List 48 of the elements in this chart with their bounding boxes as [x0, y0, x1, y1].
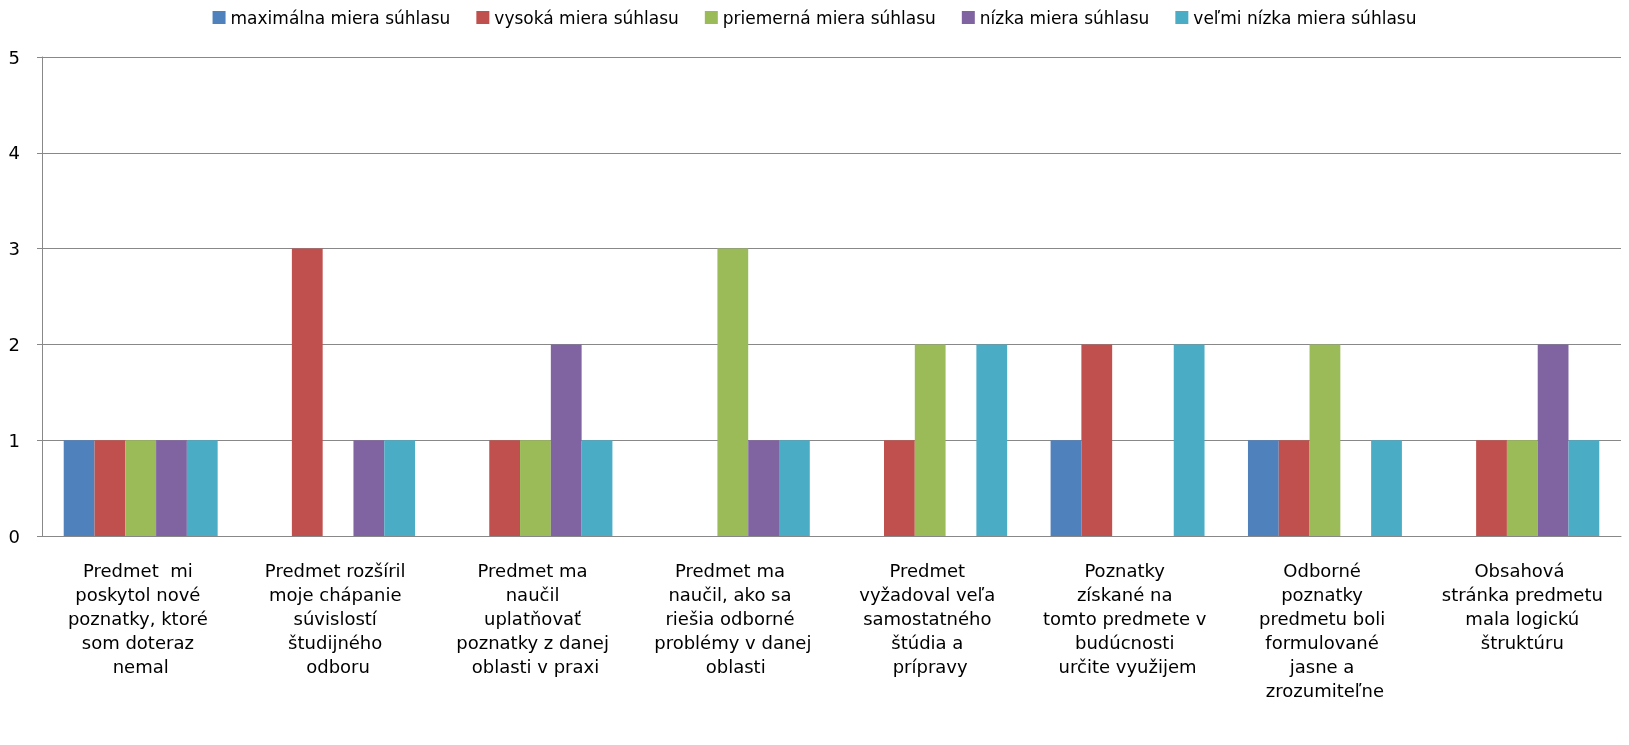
bar	[1309, 344, 1341, 536]
y-tick-label: 2	[8, 333, 20, 355]
legend-label: veľmi nízka miera súhlasu	[1193, 7, 1417, 28]
bar	[384, 440, 416, 536]
bar	[520, 440, 551, 536]
bar	[63, 440, 95, 536]
x-tick-label: Predmet mi poskytol nové poznatky, ktoré som doteraz nemal	[67, 559, 214, 677]
legend-label: maximálna miera súhlasu	[230, 7, 451, 28]
x-tick-label: Predmet ma naučil uplatňovať poznatky z danej oblasti v praxi	[456, 559, 615, 677]
bar	[353, 440, 385, 536]
bar	[976, 344, 1008, 536]
x-tick-label: Predmet vyžadoval veľa samostatného štúdia a prípravy	[859, 559, 1002, 677]
bar	[94, 440, 126, 536]
x-tick-label: Poznatky získané na tomto predmete v budúcnosti určite využijem	[1042, 559, 1213, 677]
bar	[156, 440, 187, 536]
y-tick-label: 3	[8, 238, 20, 260]
bar	[1476, 440, 1507, 536]
x-tick-label: Obsahová stránka predmetu mala logickú štruktúru	[1441, 559, 1603, 653]
y-tick-label: 4	[8, 142, 20, 164]
bar	[748, 440, 779, 536]
bar	[291, 248, 323, 536]
bar	[1278, 440, 1310, 536]
bar	[489, 440, 521, 536]
bar	[125, 440, 157, 536]
legend-label: nízka miera súhlasu	[979, 7, 1150, 28]
x-tick-label: Predmet rozšíril moje chápanie súvislostí študijného odboru	[264, 559, 412, 677]
y-tick-label: 1	[8, 429, 20, 451]
bar	[779, 440, 810, 536]
bar	[1506, 440, 1538, 536]
bar	[1247, 440, 1279, 536]
y-tick-label: 0	[8, 525, 20, 547]
bar	[914, 344, 946, 536]
bar	[717, 248, 749, 536]
x-tick-label: Odborné poznatky predmetu boli formulované jasne a zrozumiteľne	[1258, 559, 1391, 701]
x-tick-label: Predmet ma naučil, ako sa riešia odborné problémy v danej oblasti	[654, 559, 812, 677]
bar	[1568, 440, 1600, 536]
bar	[186, 440, 218, 536]
legend-label: vysoká miera súhlasu	[494, 7, 679, 28]
legend-label: priemerná miera súhlasu	[722, 7, 936, 28]
bar	[1371, 440, 1402, 536]
bar	[550, 344, 582, 536]
bar	[1050, 440, 1082, 536]
bar	[1081, 344, 1113, 536]
y-tick-label: 5	[8, 46, 20, 68]
bar	[581, 440, 613, 536]
bar	[1173, 344, 1205, 536]
bar	[884, 440, 915, 536]
bar	[1537, 344, 1569, 536]
